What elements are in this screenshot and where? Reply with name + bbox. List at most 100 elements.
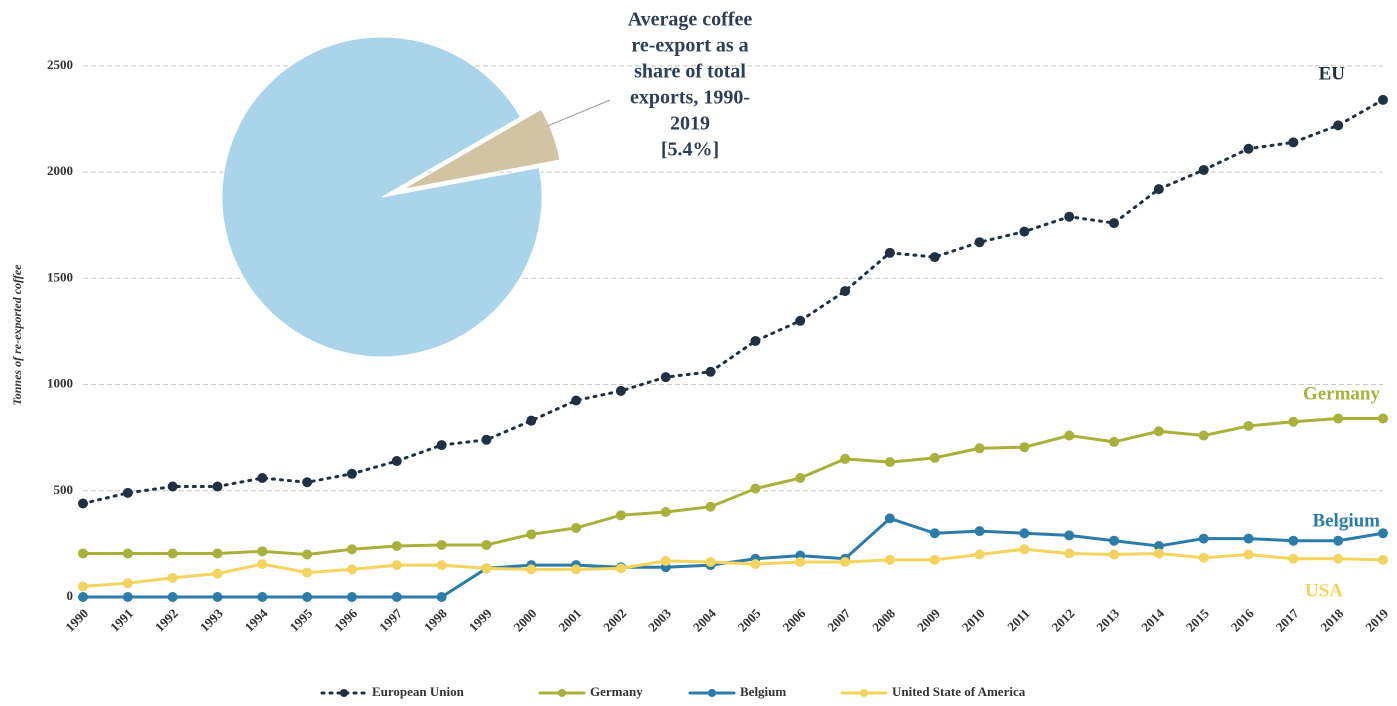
data-point [571,564,582,575]
pie-value-label: [5.4%] [661,139,719,161]
data-point [526,415,537,426]
x-tick-label: 1995 [286,605,315,634]
x-tick-label: 2003 [645,605,674,634]
data-point [257,473,268,484]
data-point [1333,535,1344,546]
data-point [481,563,492,574]
data-point [929,554,940,565]
pie-title: re-export as a [631,35,748,57]
pie-title: share of total [634,61,746,83]
data-point [1019,442,1030,453]
data-point [1243,143,1254,154]
data-point [840,453,851,464]
data-point [391,541,402,552]
data-point [1064,211,1075,222]
x-tick-label: 2017 [1273,605,1302,634]
y-tick-label: 2000 [47,163,73,178]
data-point [346,592,357,602]
data-point [1378,528,1388,539]
data-point [795,473,806,484]
data-point [122,487,133,498]
data-point [750,559,761,570]
pie-title: exports, 1990- [630,87,750,109]
legend-label: European Union [372,684,465,699]
data-point [257,546,268,557]
y-tick-label: 1000 [47,376,73,391]
data-point [167,548,178,559]
x-tick-label: 2010 [959,606,988,635]
x-tick-label: 2008 [869,605,898,634]
legend-label: Germany [590,684,643,699]
data-point [1109,218,1120,229]
x-tick-label: 1996 [331,605,360,634]
data-point [391,592,402,602]
data-point [615,385,626,396]
x-tick-label: 2011 [1004,606,1032,634]
series-line [81,98,1385,506]
data-point [1333,413,1344,424]
data-point [436,592,447,602]
data-point [436,440,447,451]
data-point [1333,120,1344,131]
data-point [660,507,671,518]
x-tick-label: 2019 [1362,605,1391,634]
data-point [302,477,313,488]
data-point [750,483,761,494]
x-tick-label: 1993 [197,605,226,634]
data-point [1153,548,1164,559]
data-point [705,556,716,567]
series-line [81,547,1385,588]
y-tick-label: 2500 [47,57,73,72]
pie-slice [402,108,561,190]
x-tick-label: 2005 [735,605,764,634]
data-point [1153,184,1164,195]
leader-line [547,99,611,127]
data-point [571,395,582,406]
data-point [1153,541,1164,552]
data-point [795,315,806,326]
data-point [391,456,402,467]
data-point [1064,430,1075,441]
data-point [1064,548,1075,559]
data-point [884,513,895,524]
data-point [212,568,223,579]
data-point [1288,137,1299,148]
x-tick-label: 2009 [914,605,943,634]
data-point [974,443,985,454]
end-label: Germany [1303,383,1381,404]
data-point [974,549,985,560]
data-point [660,555,671,566]
data-point [1109,549,1120,560]
data-point [1153,426,1164,437]
data-point [346,468,357,479]
end-label: USA [1305,580,1343,601]
x-tick-label: 1994 [242,605,271,634]
end-label: Belgium [1312,510,1380,531]
data-point [974,237,985,248]
legend-marker [558,689,566,697]
data-point [212,548,223,559]
data-point [840,556,851,567]
data-point [705,501,716,512]
data-point [1019,226,1030,237]
pie-slice [221,36,543,358]
legend-label: United State of America [892,684,1026,699]
data-point [481,434,492,445]
end-label: EU [1319,63,1346,84]
data-point [884,554,895,565]
data-point [167,592,178,602]
data-point [1378,94,1388,105]
data-point [615,510,626,521]
x-tick-label: 2000 [511,606,540,635]
data-point [257,592,268,602]
x-tick-label: 1998 [421,605,450,634]
legend-marker [340,689,348,697]
x-tick-label: 2006 [779,605,808,634]
x-tick-label: 2016 [1228,605,1257,634]
data-point [1243,533,1254,544]
data-point [78,498,88,509]
data-point [929,528,940,539]
x-tick-label: 1991 [107,606,136,635]
data-point [1198,533,1209,544]
